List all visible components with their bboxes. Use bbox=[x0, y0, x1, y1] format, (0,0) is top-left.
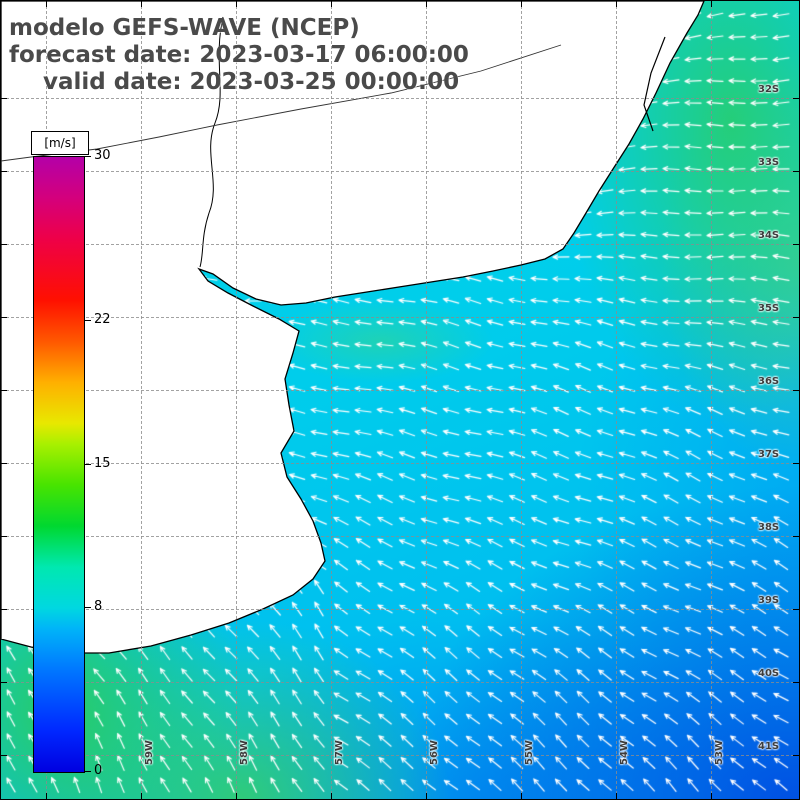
colorbar-tick-label: 0 bbox=[94, 763, 103, 778]
colorbar-tick bbox=[85, 607, 91, 608]
colorbar-tick-label: 8 bbox=[94, 599, 103, 614]
colorbar-tick bbox=[85, 156, 91, 157]
border-brazil-uruguay bbox=[216, 44, 562, 126]
colorbar-tick-label: 30 bbox=[94, 148, 111, 163]
river-uruguay bbox=[199, 16, 224, 268]
colorbar: [m/s] 30 22 15 8 0 bbox=[31, 131, 161, 791]
border-line-west bbox=[1, 124, 218, 162]
colorbar-tick-label: 15 bbox=[94, 455, 111, 471]
forecast-date-label: forecast date: 2023-03-17 06:00:00 bbox=[9, 42, 469, 68]
colorbar-tick bbox=[85, 320, 91, 321]
colorbar-unit-label: [m/s] bbox=[31, 131, 89, 155]
lagoon-outline bbox=[643, 36, 666, 132]
map-title-block: modelo GEFS-WAVE (NCEP) forecast date: 2… bbox=[9, 15, 469, 96]
colorbar-tick bbox=[85, 463, 91, 465]
land-landmass bbox=[1, 1, 705, 654]
valid-date-label: valid date: 2023-03-25 00:00:00 bbox=[43, 69, 460, 95]
colorbar-gradient bbox=[33, 156, 85, 773]
model-title: modelo GEFS-WAVE (NCEP) bbox=[9, 15, 360, 41]
colorbar-tick bbox=[85, 771, 91, 772]
colorbar-tick-label: 22 bbox=[94, 312, 111, 327]
